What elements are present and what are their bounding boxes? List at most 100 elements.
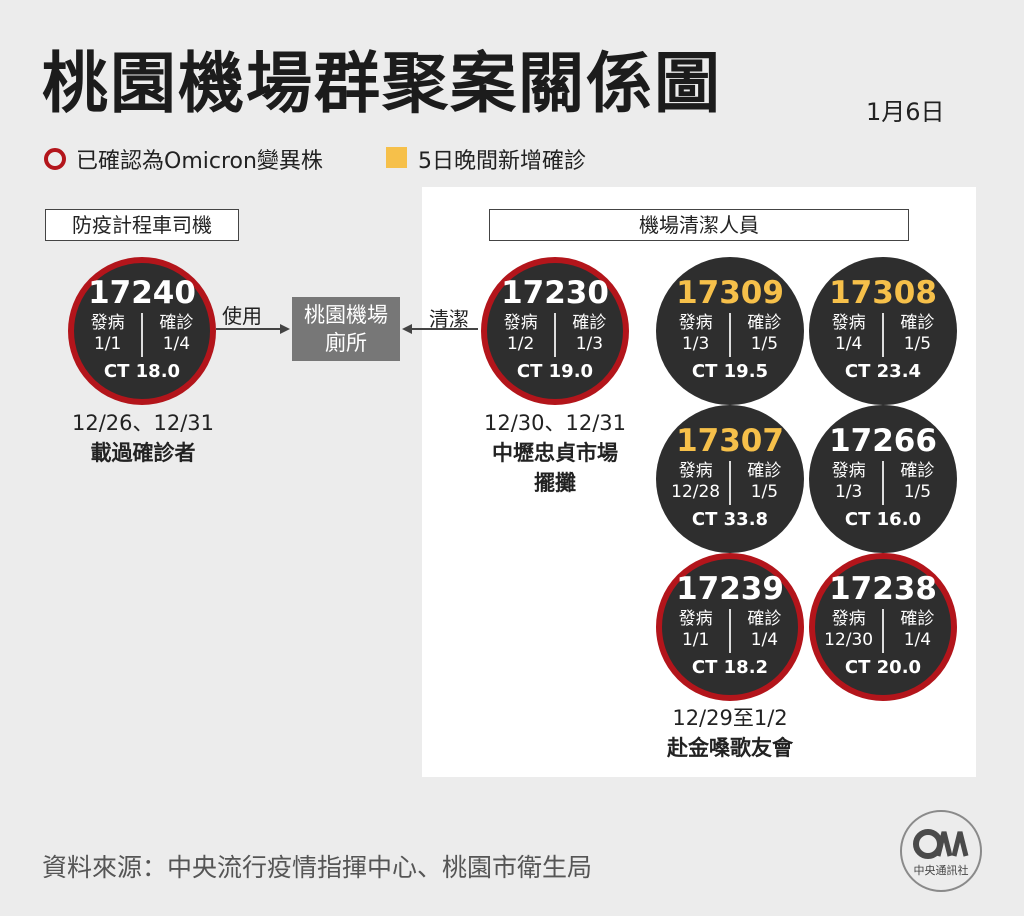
cleaner-desc-line2: 擺攤 [534,471,576,495]
case-id: 17239 [676,571,784,607]
confirm-column: 確診 1/5 [890,461,945,505]
ct-value: CT 18.2 [691,657,769,678]
column-divider [882,313,884,357]
cleaner-note: 12/30、12/31 中壢忠貞市場 擺攤 [462,408,648,498]
case-dates: 發病 1/3 確診 1/5 [668,313,792,357]
onset-date: 1/1 [93,334,122,354]
ct-value: CT 16.0 [844,509,922,530]
case-node-17239: 17239 發病 1/1 確診 1/4 CT 18.2 [656,553,804,701]
column-divider [141,313,143,357]
driver-desc: 載過確診者 [90,441,196,465]
column-divider [729,461,731,505]
confirm-date: 1/3 [575,334,604,354]
confirm-header: 確診 [747,461,782,481]
case-id: 17309 [676,275,784,311]
case-node-17309: 17309 發病 1/3 確診 1/5 CT 19.5 [656,257,804,405]
column-divider [729,313,731,357]
ct-value: CT 19.0 [516,361,594,382]
use-arrow-head-icon [280,324,290,334]
concert-note: 12/29至1/2 赴金嗓歌友會 [630,703,830,763]
concert-desc: 赴金嗓歌友會 [667,736,793,760]
new-case-legend-label: 5日晚間新增確診 [418,149,586,174]
driver-note: 12/26、12/31 載過確診者 [52,408,234,468]
confirm-date: 1/5 [903,334,932,354]
column-divider [882,609,884,653]
onset-date: 1/2 [506,334,535,354]
case-id: 17240 [88,275,196,311]
confirm-column: 確診 1/4 [737,609,792,653]
onset-header: 發病 [503,313,538,333]
case-node-17308: 17308 發病 1/4 確診 1/5 CT 23.4 [809,257,957,405]
driver-dates: 12/26、12/31 [71,411,215,435]
case-dates: 發病 1/1 確診 1/4 [668,609,792,653]
case-node-17238: 17238 發病 12/30 確診 1/4 CT 20.0 [809,553,957,701]
confirm-header: 確診 [747,609,782,629]
concert-dates: 12/29至1/2 [672,706,788,730]
onset-date: 1/1 [681,630,710,650]
confirm-date: 1/5 [750,482,779,502]
cna-logo-icon [900,810,982,892]
onset-column: 發病 1/1 [80,313,135,357]
cna-logo-text: 中央通訊社 [913,864,969,877]
confirm-header: 確診 [900,609,935,629]
onset-column: 發病 1/3 [821,461,876,505]
clean-arrow-label: 清潔 [429,307,469,331]
ct-value: CT 20.0 [844,657,922,678]
onset-date: 1/4 [834,334,863,354]
confirm-column: 確診 1/4 [149,313,204,357]
confirm-header: 確診 [900,313,935,333]
onset-column: 發病 12/28 [668,461,723,505]
onset-column: 發病 1/3 [668,313,723,357]
source-text: 資料來源：中央流行疫情指揮中心、桃園市衛生局 [42,853,593,882]
onset-header: 發病 [831,313,866,333]
new-case-legend-square-icon [386,147,407,168]
case-dates: 發病 12/28 確診 1/5 [668,461,792,505]
confirm-date: 1/5 [903,482,932,502]
case-id: 17308 [829,275,937,311]
page-title: 桃園機場群聚案關係圖 [42,45,722,122]
use-arrow-label: 使用 [222,304,262,328]
onset-header: 發病 [831,609,866,629]
confirm-column: 確診 1/5 [737,313,792,357]
confirm-date: 1/4 [750,630,779,650]
onset-header: 發病 [678,313,713,333]
confirm-header: 確診 [900,461,935,481]
confirm-column: 確診 1/5 [890,313,945,357]
case-dates: 發病 1/1 確診 1/4 [80,313,204,357]
confirm-header: 確診 [159,313,194,333]
confirm-date: 1/5 [750,334,779,354]
case-dates: 發病 1/3 確診 1/5 [821,461,945,505]
confirm-header: 確診 [747,313,782,333]
case-node-17240: 17240 發病 1/1 確診 1/4 CT 18.0 [68,257,216,405]
onset-date: 1/3 [681,334,710,354]
ct-value: CT 33.8 [691,509,769,530]
location-line2: 廁所 [325,331,367,355]
onset-header: 發病 [678,461,713,481]
case-id: 17266 [829,423,937,459]
ct-value: CT 18.0 [103,361,181,382]
cleaner-group-label: 機場清潔人員 [489,209,909,241]
confirm-column: 確診 1/5 [737,461,792,505]
onset-column: 發病 1/1 [668,609,723,653]
onset-column: 發病 1/2 [493,313,548,357]
omicron-legend-ring-icon [44,148,66,170]
confirm-date: 1/4 [903,630,932,650]
case-node-17307: 17307 發病 12/28 確診 1/5 CT 33.8 [656,405,804,553]
onset-header: 發病 [831,461,866,481]
cleaner-dates: 12/30、12/31 [483,411,627,435]
onset-date: 12/28 [671,482,721,502]
case-id: 17307 [676,423,784,459]
onset-column: 發病 12/30 [821,609,876,653]
onset-date: 12/30 [824,630,874,650]
case-dates: 發病 1/4 確診 1/5 [821,313,945,357]
clean-arrow-head-icon [402,324,412,334]
case-node-17266: 17266 發病 1/3 確診 1/5 CT 16.0 [809,405,957,553]
ct-value: CT 23.4 [844,361,922,382]
onset-column: 發病 1/4 [821,313,876,357]
confirm-column: 確診 1/4 [890,609,945,653]
column-divider [882,461,884,505]
cleaner-desc-line1: 中壢忠貞市場 [492,441,618,465]
case-dates: 發病 12/30 確診 1/4 [821,609,945,653]
onset-date: 1/3 [834,482,863,502]
